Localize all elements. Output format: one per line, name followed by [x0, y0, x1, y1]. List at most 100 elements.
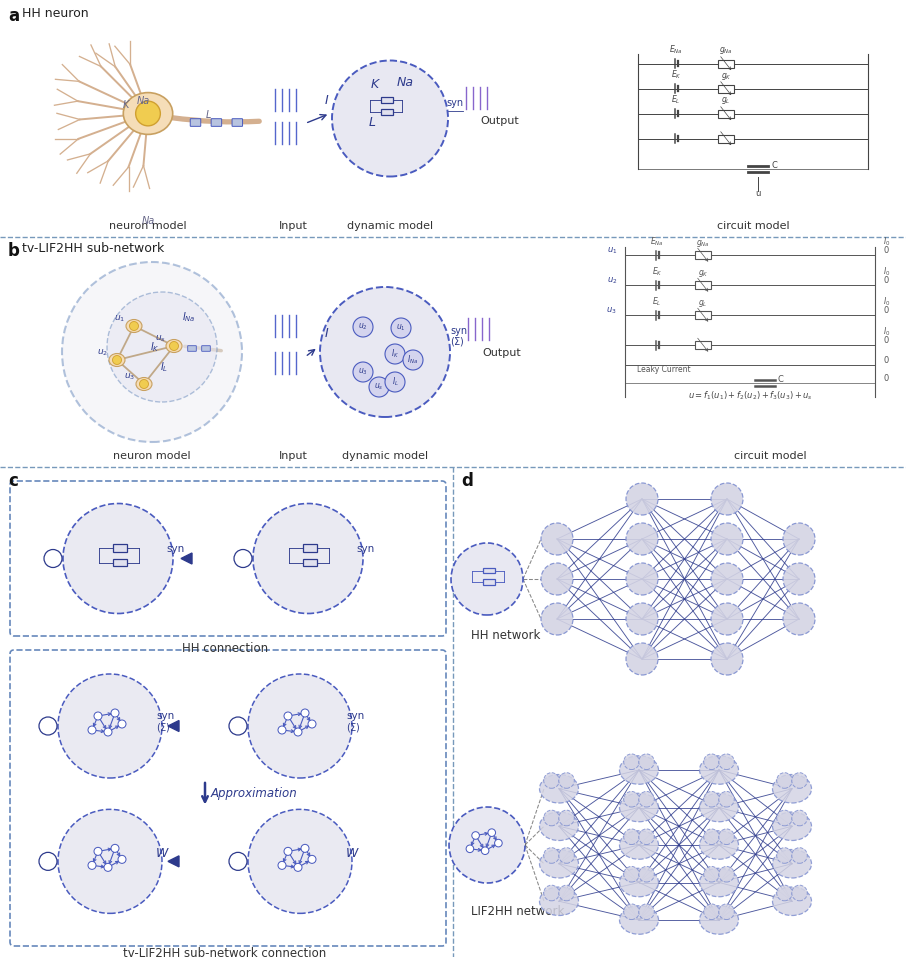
Ellipse shape	[773, 850, 812, 878]
Circle shape	[711, 643, 743, 675]
Text: b: b	[8, 242, 20, 260]
Text: $u_3$: $u_3$	[606, 306, 617, 317]
Text: Na: Na	[141, 216, 155, 226]
Text: $u_3$: $u_3$	[124, 371, 136, 382]
Ellipse shape	[539, 887, 579, 916]
Text: C: C	[778, 375, 784, 384]
Circle shape	[776, 885, 793, 901]
Circle shape	[107, 292, 217, 402]
Circle shape	[403, 350, 423, 370]
Circle shape	[278, 861, 286, 869]
Circle shape	[718, 791, 734, 807]
Circle shape	[88, 726, 96, 734]
FancyBboxPatch shape	[718, 135, 734, 143]
Text: a: a	[8, 7, 19, 25]
Circle shape	[391, 318, 411, 338]
Ellipse shape	[699, 831, 738, 859]
Circle shape	[792, 811, 807, 826]
Circle shape	[229, 717, 247, 735]
Text: Na: Na	[137, 96, 149, 105]
Circle shape	[353, 362, 373, 382]
Circle shape	[39, 717, 57, 735]
Text: syn: syn	[356, 545, 374, 554]
Text: $u_s$: $u_s$	[155, 334, 166, 345]
Text: 0: 0	[883, 336, 888, 345]
FancyBboxPatch shape	[718, 59, 734, 68]
Circle shape	[718, 866, 734, 882]
Circle shape	[294, 863, 302, 872]
Text: neuron model: neuron model	[113, 451, 191, 461]
Circle shape	[776, 811, 793, 826]
Text: $u_3$: $u_3$	[358, 367, 368, 377]
FancyBboxPatch shape	[695, 311, 711, 319]
Text: $g_{K}$: $g_{K}$	[720, 71, 731, 81]
Ellipse shape	[699, 756, 738, 784]
Text: HH connection: HH connection	[182, 642, 268, 655]
Text: $u_1$: $u_1$	[396, 323, 406, 333]
Text: c: c	[8, 472, 18, 490]
Circle shape	[284, 847, 292, 856]
Text: $I_0$: $I_0$	[883, 326, 891, 339]
Circle shape	[332, 60, 448, 176]
Circle shape	[626, 483, 658, 515]
Text: $u = f_1(u_1) + f_2(u_2) + f_3(u_3) + u_s$: $u = f_1(u_1) + f_2(u_2) + f_3(u_3) + u_…	[688, 390, 813, 403]
Circle shape	[169, 342, 178, 350]
Text: dynamic model: dynamic model	[347, 221, 433, 231]
Ellipse shape	[699, 793, 738, 822]
Circle shape	[792, 848, 807, 863]
Text: $I_{Na}$: $I_{Na}$	[182, 310, 196, 323]
Text: $u_2$: $u_2$	[606, 276, 617, 286]
Ellipse shape	[539, 774, 579, 803]
Text: C: C	[772, 161, 778, 169]
Circle shape	[248, 810, 352, 913]
Text: $g_{Na}$: $g_{Na}$	[696, 238, 710, 249]
Text: 0: 0	[883, 356, 888, 365]
Circle shape	[783, 523, 815, 555]
Text: 0: 0	[883, 246, 888, 255]
Circle shape	[104, 863, 112, 872]
Text: $I_0$: $I_0$	[883, 266, 891, 278]
Circle shape	[559, 848, 574, 863]
Circle shape	[111, 709, 119, 717]
Text: $I_0$: $I_0$	[883, 236, 891, 249]
Text: $E_{L}$: $E_{L}$	[652, 296, 661, 308]
FancyBboxPatch shape	[190, 119, 201, 126]
Text: $E_{L}$: $E_{L}$	[671, 94, 680, 106]
Text: W: W	[346, 847, 359, 860]
Circle shape	[62, 262, 242, 442]
FancyBboxPatch shape	[381, 97, 392, 103]
Circle shape	[639, 866, 654, 882]
Text: u: u	[756, 189, 761, 198]
Ellipse shape	[539, 850, 579, 878]
Circle shape	[626, 603, 658, 635]
Text: K: K	[371, 78, 379, 92]
FancyBboxPatch shape	[188, 345, 197, 351]
Ellipse shape	[620, 831, 659, 859]
Circle shape	[353, 317, 373, 337]
Text: 0: 0	[883, 276, 888, 285]
Text: $(\Sigma)$: $(\Sigma)$	[156, 722, 171, 735]
Circle shape	[294, 728, 302, 736]
Ellipse shape	[109, 353, 125, 367]
Circle shape	[472, 832, 479, 839]
Text: Approximation: Approximation	[211, 788, 298, 800]
Text: $I$: $I$	[324, 94, 330, 106]
Circle shape	[623, 829, 640, 844]
Text: $(\Sigma)$: $(\Sigma)$	[346, 722, 361, 735]
Text: syn: syn	[346, 711, 364, 721]
Ellipse shape	[773, 774, 812, 803]
Circle shape	[63, 503, 173, 613]
FancyBboxPatch shape	[695, 341, 711, 349]
FancyArrowPatch shape	[185, 346, 221, 350]
Circle shape	[704, 904, 719, 920]
Circle shape	[278, 726, 286, 734]
Circle shape	[94, 712, 102, 720]
Text: 0: 0	[883, 306, 888, 315]
Circle shape	[488, 829, 496, 836]
Text: tv-LIF2HH sub-network: tv-LIF2HH sub-network	[22, 242, 164, 255]
Polygon shape	[168, 721, 179, 731]
Text: HH network: HH network	[471, 629, 540, 642]
Circle shape	[320, 287, 450, 417]
Circle shape	[385, 344, 405, 364]
Text: Leaky Current: Leaky Current	[637, 365, 690, 374]
